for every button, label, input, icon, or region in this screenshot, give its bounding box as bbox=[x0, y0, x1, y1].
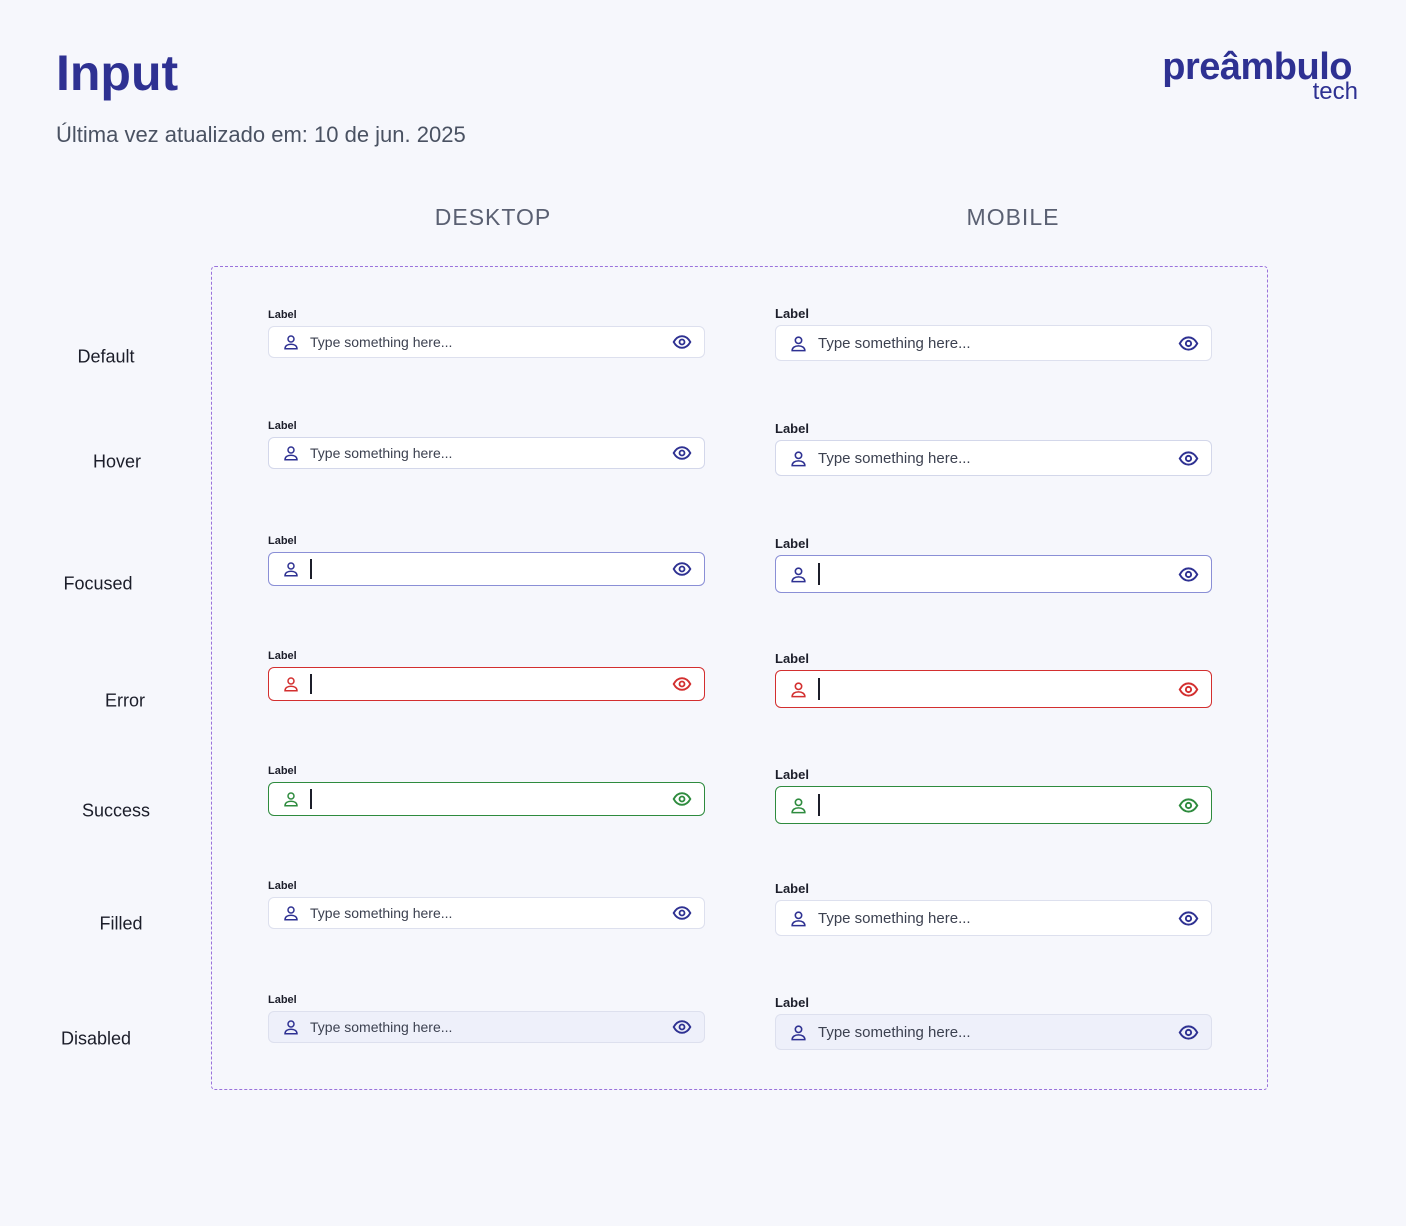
eye-icon[interactable] bbox=[1178, 333, 1199, 354]
text-input[interactable] bbox=[775, 670, 1212, 708]
user-icon bbox=[791, 797, 806, 813]
text-cursor bbox=[818, 794, 820, 816]
eye-icon[interactable] bbox=[672, 789, 692, 809]
eye-icon[interactable] bbox=[1178, 679, 1199, 700]
input-label: Label bbox=[268, 994, 297, 1006]
input-label: Label bbox=[268, 880, 297, 892]
text-input[interactable] bbox=[268, 552, 705, 586]
eye-icon[interactable] bbox=[672, 443, 692, 463]
state-label: Success bbox=[81, 800, 151, 821]
eye-icon[interactable] bbox=[672, 559, 692, 579]
eye-icon[interactable] bbox=[672, 903, 692, 923]
text-cursor bbox=[310, 789, 312, 809]
eye-icon[interactable] bbox=[1178, 1022, 1199, 1043]
input-label: Label bbox=[268, 535, 297, 547]
input-label: Label bbox=[775, 651, 809, 666]
input-label: Label bbox=[268, 650, 297, 662]
user-icon bbox=[791, 450, 806, 466]
placeholder: Type something here... bbox=[310, 905, 453, 921]
eye-icon[interactable] bbox=[1178, 908, 1199, 929]
text-input[interactable] bbox=[775, 555, 1212, 593]
placeholder: Type something here... bbox=[818, 449, 971, 467]
input-label: Label bbox=[775, 536, 809, 551]
placeholder: Type something here... bbox=[310, 1019, 453, 1035]
eye-icon[interactable] bbox=[672, 1017, 692, 1037]
state-label: Error bbox=[105, 690, 145, 711]
user-icon bbox=[284, 906, 298, 921]
user-icon bbox=[791, 335, 806, 351]
frame bbox=[211, 266, 1268, 1090]
user-icon bbox=[284, 792, 298, 807]
placeholder: Type something here... bbox=[818, 1023, 971, 1041]
state-label: Default bbox=[77, 346, 135, 367]
text-input[interactable]: Type something here... bbox=[268, 897, 705, 929]
input-label: Label bbox=[268, 309, 297, 321]
state-label: Disabled bbox=[60, 1028, 132, 1049]
eye-icon[interactable] bbox=[1178, 448, 1199, 469]
user-icon bbox=[791, 1024, 806, 1040]
text-input[interactable] bbox=[268, 667, 705, 701]
input-label: Label bbox=[775, 767, 809, 782]
column-header: DESKTOP bbox=[434, 204, 552, 230]
text-cursor bbox=[310, 674, 312, 694]
user-icon bbox=[791, 566, 806, 582]
eye-icon[interactable] bbox=[1178, 795, 1199, 816]
text-cursor bbox=[310, 559, 312, 579]
subtitle: Última vez atualizado em: 10 de jun. 202… bbox=[56, 122, 466, 147]
text-input: Type something here... bbox=[775, 1014, 1212, 1050]
placeholder: Type something here... bbox=[818, 334, 971, 352]
user-icon bbox=[284, 677, 298, 692]
state-label: Hover bbox=[92, 451, 142, 472]
eye-icon[interactable] bbox=[672, 674, 692, 694]
user-icon bbox=[284, 446, 298, 461]
input-label: Label bbox=[775, 995, 809, 1010]
text-input[interactable]: Type something here... bbox=[775, 325, 1212, 361]
placeholder: Type something here... bbox=[310, 445, 453, 461]
state-label: Focused bbox=[63, 573, 133, 594]
text-cursor bbox=[818, 678, 820, 700]
eye-icon[interactable] bbox=[1178, 564, 1199, 585]
input-label: Label bbox=[268, 420, 297, 432]
user-icon bbox=[284, 1020, 298, 1035]
user-icon bbox=[791, 910, 806, 926]
input-label: Label bbox=[268, 765, 297, 777]
column-header: MOBILE bbox=[966, 204, 1060, 230]
input-label: Label bbox=[775, 306, 809, 321]
text-input[interactable]: Type something here... bbox=[268, 437, 705, 469]
state-label: Filled bbox=[99, 913, 143, 934]
page-title: Input bbox=[56, 45, 179, 101]
logo-sub: tech bbox=[1312, 78, 1358, 105]
placeholder: Type something here... bbox=[310, 334, 453, 350]
placeholder: Type something here... bbox=[818, 909, 971, 927]
input-label: Label bbox=[775, 881, 809, 896]
text-cursor bbox=[818, 563, 820, 585]
eye-icon[interactable] bbox=[672, 332, 692, 352]
text-input: Type something here... bbox=[268, 1011, 705, 1043]
text-input[interactable]: Type something here... bbox=[268, 326, 705, 358]
text-input[interactable] bbox=[268, 782, 705, 816]
text-input[interactable] bbox=[775, 786, 1212, 824]
user-icon bbox=[791, 681, 806, 697]
user-icon bbox=[284, 335, 298, 350]
text-input[interactable]: Type something here... bbox=[775, 440, 1212, 476]
input-label: Label bbox=[775, 421, 809, 436]
logo: preâmbulo bbox=[1162, 46, 1352, 88]
text-input[interactable]: Type something here... bbox=[775, 900, 1212, 936]
user-icon bbox=[284, 562, 298, 577]
